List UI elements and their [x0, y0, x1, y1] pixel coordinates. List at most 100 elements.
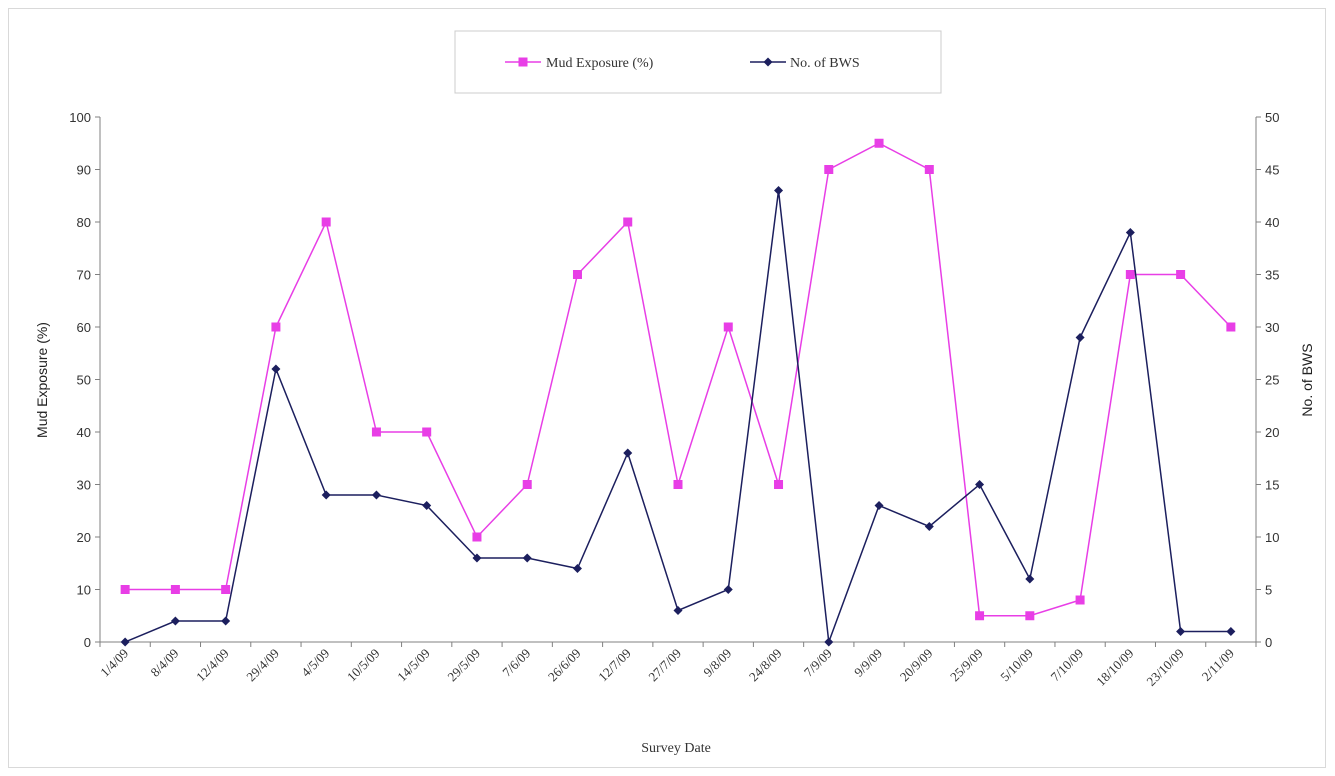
- x-tick-label: 7/9/09: [801, 646, 835, 680]
- data-point-diamond: [221, 616, 231, 626]
- x-tick-label: 8/4/09: [147, 646, 181, 680]
- data-point-square: [874, 138, 884, 148]
- data-point-square: [271, 322, 281, 332]
- data-point-square: [623, 217, 633, 227]
- y-right-tick-label: 35: [1265, 268, 1279, 283]
- data-point-diamond: [422, 501, 432, 510]
- series-bws: [120, 186, 1236, 647]
- data-point-diamond: [522, 553, 532, 563]
- data-point-square: [522, 480, 532, 489]
- legend: Mud Exposure (%) No. of BWS: [454, 30, 942, 94]
- x-tick-label: 29/5/09: [444, 646, 483, 685]
- x-tick-label: 2/11/09: [1199, 646, 1237, 684]
- y-left-tick-label: 70: [77, 268, 91, 283]
- y-left-tick-label: 0: [84, 635, 91, 650]
- y-right-tick-label: 30: [1265, 320, 1279, 335]
- x-tick-label: 7/10/09: [1048, 646, 1087, 685]
- data-point-diamond: [673, 606, 683, 615]
- data-point-square: [422, 427, 432, 437]
- data-point-square: [1075, 595, 1085, 605]
- x-tick-label: 9/9/09: [851, 646, 885, 680]
- data-point-square: [1176, 270, 1186, 279]
- x-tick-label: 26/6/09: [545, 646, 584, 685]
- y-right-tick-label: 25: [1265, 373, 1279, 388]
- data-point-square: [1025, 611, 1035, 621]
- x-tick-label: 25/9/09: [947, 646, 986, 685]
- legend-label-mud-exposure: Mud Exposure (%): [546, 56, 654, 71]
- x-tick-label: 4/5/09: [298, 646, 332, 680]
- y-right-tick-label: 15: [1265, 478, 1279, 493]
- y-right-tick-label: 45: [1265, 163, 1279, 178]
- data-point-square: [572, 270, 582, 279]
- y-right-tick-label: 10: [1265, 530, 1279, 545]
- data-point-diamond: [874, 501, 884, 510]
- data-point-diamond: [975, 480, 985, 489]
- x-tick-label: 20/9/09: [897, 646, 936, 685]
- x-axis-title: Survey Date: [641, 741, 711, 756]
- legend-label-bws: No. of BWS: [790, 56, 860, 71]
- y-left-tick-label: 50: [77, 373, 91, 388]
- y-right-tick-label: 0: [1265, 635, 1272, 650]
- data-point-diamond: [774, 186, 784, 195]
- x-tick-label: 1/4/09: [97, 646, 131, 680]
- data-point-square: [371, 427, 381, 437]
- x-tick-label: 5/10/09: [997, 646, 1036, 685]
- data-point-square: [673, 480, 683, 489]
- chart-frame: [8, 8, 1326, 768]
- data-point-square: [1226, 322, 1236, 332]
- y-left-tick-label: 80: [77, 215, 91, 230]
- x-tick-label: 14/5/09: [394, 646, 433, 685]
- y-left-tick-label: 30: [77, 478, 91, 493]
- data-point-diamond: [572, 564, 582, 573]
- x-tick-label: 24/8/09: [746, 646, 785, 685]
- data-point-square: [723, 322, 733, 332]
- data-point-diamond: [924, 522, 934, 531]
- data-point-square: [1125, 270, 1135, 279]
- x-tick-label: 12/7/09: [595, 646, 634, 685]
- data-point-square: [824, 165, 834, 174]
- data-point-diamond: [371, 490, 381, 500]
- axes: 0 10 20 30 40 50 60 70 80 90 100 0 5 10 15 20 25 30 35 40 45…: [69, 110, 1279, 689]
- y-right-tick-label: 20: [1265, 425, 1279, 440]
- y-left-tick-label: 10: [77, 583, 91, 598]
- y-left-tick-label: 90: [77, 163, 91, 178]
- x-tick-label: 29/4/09: [243, 646, 282, 685]
- data-point-square: [472, 532, 482, 542]
- data-point-diamond: [1025, 574, 1035, 584]
- series-line: [125, 142, 1232, 617]
- data-point-diamond: [472, 553, 482, 563]
- legend-marker-mud-exposure: [518, 57, 528, 67]
- data-point-diamond: [623, 448, 633, 458]
- series-line: [124, 190, 1231, 643]
- y-right-tick-label: 40: [1265, 215, 1279, 230]
- data-point-diamond: [723, 585, 733, 594]
- data-point-diamond: [321, 490, 331, 500]
- legend-marker-bws: [763, 57, 773, 67]
- y-left-tick-label: 60: [77, 320, 91, 335]
- data-point-diamond: [120, 637, 130, 647]
- data-point-square: [120, 585, 130, 594]
- x-tick-label: 12/4/09: [193, 646, 232, 685]
- y-left-tick-label: 20: [77, 530, 91, 545]
- data-point-diamond: [170, 616, 180, 626]
- y-axis-left-title: Mud Exposure (%): [34, 322, 50, 438]
- y-axis-right-title: No. of BWS: [1299, 343, 1315, 416]
- y-left-tick-label: 100: [69, 110, 91, 125]
- y-right-tick-label: 50: [1265, 110, 1279, 125]
- y-left-tick-label: 40: [77, 425, 91, 440]
- x-tick-label: 9/8/09: [700, 646, 734, 680]
- data-point-diamond: [1226, 627, 1236, 636]
- y-right-tick-label: 5: [1265, 583, 1272, 598]
- data-point-square: [774, 480, 784, 489]
- data-point-diamond: [1176, 627, 1186, 636]
- x-tick-label: 23/10/09: [1143, 646, 1186, 689]
- data-point-diamond: [824, 637, 834, 647]
- data-point-diamond: [271, 364, 281, 374]
- x-tick-label: 7/6/09: [499, 646, 533, 680]
- x-tick-label: 27/7/09: [645, 646, 684, 685]
- data-point-square: [321, 217, 331, 227]
- data-point-diamond: [1125, 228, 1135, 237]
- series-mud-exposure: [120, 138, 1236, 621]
- data-point-square: [975, 611, 985, 621]
